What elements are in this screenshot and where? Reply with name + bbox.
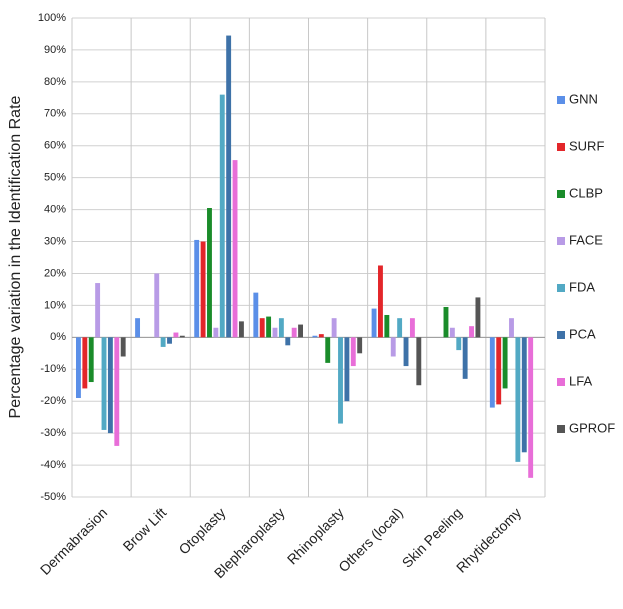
- bar: [475, 297, 481, 338]
- legend-label: CLBP: [569, 185, 603, 200]
- bar: [469, 326, 474, 338]
- bar: [135, 318, 141, 338]
- legend-label: LFA: [569, 373, 592, 388]
- y-tick-label: -50%: [40, 491, 66, 503]
- bar: [207, 208, 212, 338]
- bar: [253, 292, 259, 338]
- bar: [325, 337, 331, 363]
- bar: [213, 327, 219, 338]
- bar: [443, 306, 449, 338]
- bar: [318, 334, 324, 338]
- bar: [378, 265, 383, 338]
- bar: [298, 324, 303, 338]
- bar: [285, 337, 291, 346]
- legend-label: FACE: [569, 232, 603, 247]
- bar: [397, 318, 403, 338]
- y-tick-label: 30%: [44, 235, 66, 247]
- bar: [416, 337, 422, 386]
- bar: [384, 314, 390, 338]
- y-tick-label: 10%: [44, 299, 66, 311]
- legend-swatch: [557, 143, 565, 151]
- legend-label: PCA: [569, 326, 596, 341]
- bar: [226, 35, 232, 338]
- y-tick-label: 90%: [44, 44, 66, 56]
- legend-swatch: [557, 237, 565, 245]
- bar: [521, 337, 527, 453]
- bar: [371, 308, 377, 338]
- y-tick-label: -10%: [40, 363, 66, 375]
- bar: [200, 241, 206, 338]
- y-tick-label: -40%: [40, 459, 66, 471]
- legend-swatch: [557, 96, 565, 104]
- bar: [179, 335, 185, 338]
- bar: [167, 337, 172, 344]
- bar: [350, 337, 356, 367]
- bar: [95, 283, 101, 338]
- x-tick-label: Rhinoplasty: [284, 504, 347, 567]
- bar: [101, 337, 107, 430]
- bar: [266, 316, 272, 338]
- bar: [456, 337, 462, 351]
- y-tick-label: 60%: [44, 140, 66, 152]
- bar: [312, 335, 318, 338]
- bar: [509, 318, 514, 338]
- bar: [403, 337, 409, 367]
- bar: [331, 318, 337, 338]
- bar: [238, 321, 244, 338]
- y-tick-label: 100%: [38, 12, 66, 24]
- bar: [278, 318, 284, 338]
- bar: [489, 337, 495, 408]
- bar: [219, 94, 225, 338]
- bar: [528, 337, 534, 478]
- x-tick-label: Dermabrasion: [37, 504, 110, 577]
- legend-swatch: [557, 425, 565, 433]
- bar: [515, 337, 521, 462]
- legend-swatch: [557, 331, 565, 339]
- bar: [82, 337, 88, 389]
- legend-swatch: [557, 284, 565, 292]
- bar: [114, 337, 120, 446]
- y-tick-label: -20%: [40, 395, 66, 407]
- y-tick-label: 80%: [44, 76, 66, 88]
- bar: [76, 337, 81, 399]
- legend-swatch: [557, 378, 565, 386]
- bar: [344, 337, 350, 402]
- legend-label: GNN: [569, 91, 598, 106]
- bar: [173, 332, 179, 338]
- bar: [232, 160, 238, 338]
- bar: [409, 318, 415, 338]
- y-tick-label: 0%: [50, 331, 66, 343]
- bar: [120, 337, 126, 357]
- bar: [160, 337, 166, 347]
- legend-label: SURF: [569, 138, 604, 153]
- bar: [449, 327, 455, 338]
- y-tick-label: 70%: [44, 108, 66, 120]
- bar: [390, 337, 396, 357]
- bar: [259, 318, 265, 338]
- bar: [107, 337, 113, 434]
- bar: [272, 327, 278, 338]
- x-tick-label: Brow Lift: [120, 504, 170, 554]
- bar: [338, 337, 343, 424]
- y-tick-label: -30%: [40, 427, 66, 439]
- y-tick-label: 40%: [44, 204, 66, 216]
- bar: [194, 239, 200, 338]
- y-axis-title: Percentage variation in the Identificati…: [7, 95, 24, 418]
- bar: [357, 337, 363, 354]
- legend-swatch: [557, 190, 565, 198]
- bar: [88, 337, 94, 383]
- bar: [462, 337, 468, 379]
- legend-label: GPROF: [569, 420, 615, 435]
- bar: [502, 337, 508, 389]
- bar: [154, 273, 160, 338]
- y-tick-label: 50%: [44, 172, 66, 184]
- bar: [496, 337, 502, 405]
- x-tick-label: Otoplasty: [175, 504, 228, 557]
- y-tick-label: 20%: [44, 267, 66, 279]
- legend-label: FDA: [569, 279, 595, 294]
- bar: [291, 327, 297, 338]
